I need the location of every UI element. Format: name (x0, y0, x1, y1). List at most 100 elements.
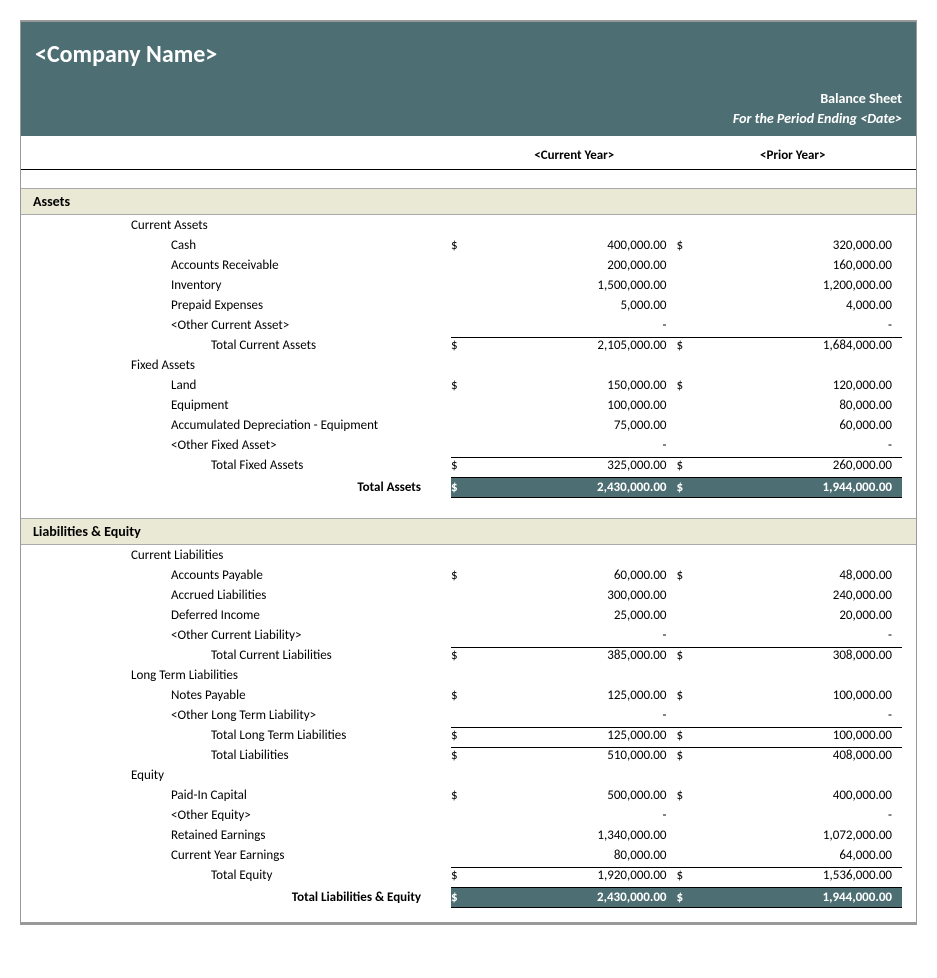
line-item: Equipment 100,000.00 80,000.00 (21, 395, 916, 415)
cy-value: - (497, 438, 677, 453)
py-value: 64,000.00 (723, 848, 903, 863)
cy-value: - (497, 708, 677, 723)
sheet-title: Balance Sheet (35, 89, 902, 109)
col-current-year: <Current Year> (465, 148, 684, 163)
line-item: Cash$400,000.00$320,000.00 (21, 235, 916, 255)
sheet-header: <Company Name> Balance Sheet For the Per… (21, 22, 916, 136)
line-item: Inventory 1,500,000.00 1,200,000.00 (21, 275, 916, 295)
line-label: Prepaid Expenses (21, 298, 451, 313)
line-item: Prepaid Expenses 5,000.00 4,000.00 (21, 295, 916, 315)
py-value: 400,000.00 (723, 788, 903, 803)
py-value: - (723, 628, 903, 643)
py-value: 160,000.00 (723, 258, 903, 273)
cy-value: 1,500,000.00 (497, 278, 677, 293)
total-fixed-assets: Total Fixed Assets $ 325,000.00 $ 260,00… (21, 455, 916, 475)
company-name: <Company Name> (35, 40, 902, 69)
line-label: <Other Current Liability> (21, 628, 451, 643)
col-prior-year: <Prior Year> (684, 148, 903, 163)
cy-value: 60,000.00 (497, 568, 677, 583)
py-value: - (723, 808, 903, 823)
line-label: Deferred Income (21, 608, 451, 623)
cy-value: 200,000.00 (497, 258, 677, 273)
py-value: - (723, 318, 903, 333)
line-label: Cash (21, 238, 451, 253)
total-equity: Total Equity $ 1,920,000.00 $ 1,536,000.… (21, 865, 916, 885)
line-item: Accrued Liabilities 300,000.00 240,000.00 (21, 585, 916, 605)
line-item: Accumulated Depreciation - Equipment 75,0… (21, 415, 916, 435)
total-liabilities-equity: Total Liabilities & Equity $ 2,430,000.0… (21, 885, 916, 910)
line-item: Notes Payable$125,000.00$100,000.00 (21, 685, 916, 705)
line-label: Inventory (21, 278, 451, 293)
line-label: Accounts Receivable (21, 258, 451, 273)
cy-value: - (497, 808, 677, 823)
py-value: 120,000.00 (723, 378, 903, 393)
period-line: For the Period Ending <Date> (35, 109, 902, 129)
line-label: Accumulated Depreciation - Equipment (21, 418, 451, 433)
cy-value: 25,000.00 (497, 608, 677, 623)
line-item: Accounts Receivable 200,000.00 160,000.00 (21, 255, 916, 275)
py-value: 100,000.00 (723, 688, 903, 703)
total-assets: Total Assets $ 2,430,000.00 $ 1,944,000.… (21, 475, 916, 500)
line-item: Retained Earnings 1,340,000.00 1,072,000.0… (21, 825, 916, 845)
py-value: 1,200,000.00 (723, 278, 903, 293)
line-label: Accounts Payable (21, 568, 451, 583)
group-fixed-assets: Fixed Assets (21, 355, 916, 375)
cy-value: - (497, 318, 677, 333)
cy-value: 80,000.00 (497, 848, 677, 863)
line-item: Land$150,000.00$120,000.00 (21, 375, 916, 395)
total-longterm-liabilities: Total Long Term Liabilities $ 125,000.00… (21, 725, 916, 745)
cy-value: 400,000.00 (497, 238, 677, 253)
line-item: <Other Long Term Liability> - - (21, 705, 916, 725)
py-value: 1,072,000.00 (723, 828, 903, 843)
line-label: <Other Long Term Liability> (21, 708, 451, 723)
cy-value: 1,340,000.00 (497, 828, 677, 843)
py-value: 4,000.00 (723, 298, 903, 313)
line-item: Paid-In Capital$500,000.00$400,000.00 (21, 785, 916, 805)
line-label: Current Year Earnings (21, 848, 451, 863)
py-value: - (723, 438, 903, 453)
line-item: <Other Fixed Asset> - - (21, 435, 916, 455)
line-label: Notes Payable (21, 688, 451, 703)
cy-value: 125,000.00 (497, 688, 677, 703)
line-label: <Other Current Asset> (21, 318, 451, 333)
period-date: <Date> (860, 110, 902, 127)
cy-value: 150,000.00 (497, 378, 677, 393)
py-value: 80,000.00 (723, 398, 903, 413)
line-label: Accrued Liabilities (21, 588, 451, 603)
line-item: <Other Current Liability> - - (21, 625, 916, 645)
line-item: <Other Current Asset> - - (21, 315, 916, 335)
period-prefix: For the Period Ending (733, 110, 860, 127)
group-current-liabilities: Current Liabilities (21, 545, 916, 565)
header-meta: Balance Sheet For the Period Ending <Dat… (35, 89, 902, 128)
py-value: 240,000.00 (723, 588, 903, 603)
total-current-liabilities: Total Current Liabilities $ 385,000.00 $… (21, 645, 916, 665)
py-value: 320,000.00 (723, 238, 903, 253)
cy-value: 500,000.00 (497, 788, 677, 803)
cy-value: - (497, 628, 677, 643)
balance-sheet: <Company Name> Balance Sheet For the Per… (20, 20, 917, 925)
py-value: 48,000.00 (723, 568, 903, 583)
cy-value: 100,000.00 (497, 398, 677, 413)
line-item: <Other Equity> - - (21, 805, 916, 825)
cy-value: 5,000.00 (497, 298, 677, 313)
py-value: - (723, 708, 903, 723)
total-liabilities: Total Liabilities $ 510,000.00 $ 408,000… (21, 745, 916, 765)
line-label: <Other Equity> (21, 808, 451, 823)
cy-value: 75,000.00 (497, 418, 677, 433)
line-label: <Other Fixed Asset> (21, 438, 451, 453)
group-current-assets: Current Assets (21, 215, 916, 235)
group-longterm-liabilities: Long Term Liabilities (21, 665, 916, 685)
section-liabeq-title: Liabilities & Equity (21, 518, 916, 545)
py-value: 20,000.00 (723, 608, 903, 623)
line-label: Land (21, 378, 451, 393)
section-assets-title: Assets (21, 188, 916, 215)
line-label: Equipment (21, 398, 451, 413)
cy-value: 300,000.00 (497, 588, 677, 603)
line-item: Deferred Income 25,000.00 20,000.00 (21, 605, 916, 625)
line-label: Retained Earnings (21, 828, 451, 843)
group-equity: Equity (21, 765, 916, 785)
line-item: Accounts Payable$60,000.00$48,000.00 (21, 565, 916, 585)
py-value: 60,000.00 (723, 418, 903, 433)
column-headers: <Current Year> <Prior Year> (21, 142, 916, 170)
line-item: Current Year Earnings 80,000.00 64,000.00 (21, 845, 916, 865)
